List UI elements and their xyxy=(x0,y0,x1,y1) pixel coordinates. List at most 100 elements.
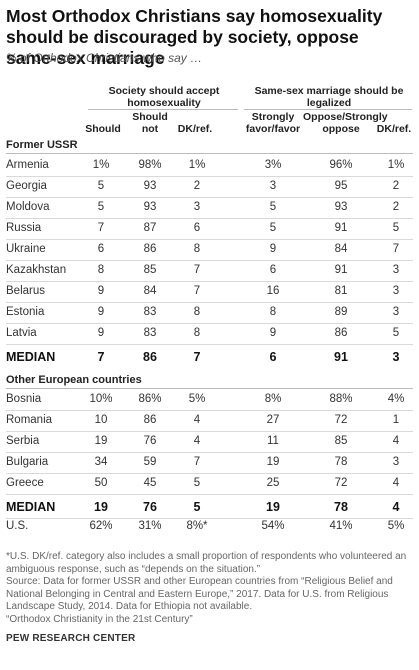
table-row: Bulgaria 34 59 7 19 78 3 xyxy=(6,452,413,474)
table-cell: 5 xyxy=(269,222,277,234)
table-cell: 5 xyxy=(392,222,400,234)
table-cell: 7 xyxy=(193,285,201,297)
table-cell: 3 xyxy=(392,350,400,364)
table-cell: 83 xyxy=(143,327,157,339)
report-title: “Orthodox Christianity in the 21st Centu… xyxy=(6,614,193,625)
table-cell: 4% xyxy=(387,393,405,405)
table-cell: 2 xyxy=(193,180,201,192)
table-cell: 9 xyxy=(97,327,105,339)
table-cell: 9 xyxy=(97,306,105,318)
table-cell: 4 xyxy=(193,435,201,447)
row-label: MEDIAN xyxy=(6,350,56,364)
table-cell: 7 xyxy=(193,264,201,276)
table-cell: 5 xyxy=(269,201,277,213)
table-cell: 11 xyxy=(267,435,279,447)
table-cell: 6 xyxy=(97,243,105,255)
table-cell: 59 xyxy=(143,456,157,468)
table-cell: 98% xyxy=(138,159,162,171)
pew-research-center-logo: PEW RESEARCH CENTER xyxy=(6,633,136,644)
table-row: Ukraine 6 86 8 9 84 7 xyxy=(6,239,413,261)
table-cell: 91 xyxy=(334,222,348,234)
table-row: Bosnia 10% 86% 5% 8% 88% 4% xyxy=(6,389,413,411)
table-row: Russia 7 87 6 5 91 5 xyxy=(6,218,413,240)
table-cell: 3 xyxy=(392,264,400,276)
table-row: Moldova 5 93 3 5 93 2 xyxy=(6,197,413,219)
chart-subtitle: % of Orthodox Christians who say … xyxy=(6,51,203,65)
table-cell: 86 xyxy=(143,350,157,364)
table-cell: 4 xyxy=(392,477,400,489)
table-cell: 5 xyxy=(97,180,105,192)
table-cell: 8 xyxy=(193,327,201,339)
table-cell: 1% xyxy=(387,159,405,171)
group-underline-marriage xyxy=(244,109,412,110)
table-cell: 5 xyxy=(193,477,201,489)
table-cell: 88% xyxy=(329,393,353,405)
table-cell: 7 xyxy=(392,243,400,255)
row-label: Belarus xyxy=(6,285,45,297)
row-label: Georgia xyxy=(6,180,47,192)
table-cell: 96% xyxy=(329,159,353,171)
table-cell: 3 xyxy=(392,306,400,318)
table-cell: 93 xyxy=(143,201,157,213)
table-cell: 6 xyxy=(269,350,277,364)
row-label: MEDIAN xyxy=(6,500,56,514)
table-cell: 10% xyxy=(89,393,113,405)
table-cell: 3 xyxy=(392,456,400,468)
table-cell: 8 xyxy=(193,243,201,255)
row-label: Latvia xyxy=(6,327,37,339)
table-cell: 81 xyxy=(334,285,348,297)
table-cell: 9 xyxy=(269,243,277,255)
table-cell: 5% xyxy=(188,393,206,405)
median-row: MEDIAN 7 86 7 6 91 3 xyxy=(6,347,413,368)
table-cell: 72 xyxy=(334,477,348,489)
table-cell: 16 xyxy=(266,285,280,297)
section-divider xyxy=(6,153,413,154)
section-former-ussr: Former USSR xyxy=(6,139,78,151)
table-cell: 27 xyxy=(266,414,280,426)
table-cell: 4 xyxy=(193,414,201,426)
row-label: Bosnia xyxy=(6,393,42,405)
table-cell: 8 xyxy=(269,306,277,318)
table-cell: 3% xyxy=(264,159,282,171)
col-head-dk-marriage: DK/ref. xyxy=(376,123,412,135)
table-row: Armenia 1% 98% 1% 3% 96% 1% xyxy=(6,155,413,177)
table-cell: 19 xyxy=(266,500,280,514)
table-cell: 7 xyxy=(193,456,201,468)
table-cell: 89 xyxy=(334,306,348,318)
table-row: Estonia 9 83 8 8 89 3 xyxy=(6,302,413,324)
table-cell: 76 xyxy=(143,500,157,514)
table-cell: 4 xyxy=(392,435,400,447)
table-cell: 25 xyxy=(266,477,280,489)
group-head-accept: Society should accept homosexuality xyxy=(108,85,220,109)
table-cell: 86 xyxy=(143,414,157,426)
table-cell: 31% xyxy=(138,520,162,532)
section-divider xyxy=(6,388,413,389)
table-cell: 54% xyxy=(261,520,285,532)
col-head-oppose: Oppose/Strongly oppose xyxy=(303,111,388,135)
source-note: Source: Data for former USSR and other E… xyxy=(6,576,393,612)
us-row: U.S. 62% 31% 8%* 54% 41% 5% xyxy=(6,516,413,537)
row-label: Bulgaria xyxy=(6,456,49,468)
table-cell: 76 xyxy=(143,435,157,447)
table-cell: 1% xyxy=(188,159,206,171)
table-cell: 8%* xyxy=(186,520,208,532)
table-cell: 84 xyxy=(334,243,348,255)
table-cell: 3 xyxy=(269,180,277,192)
table-cell: 6 xyxy=(193,222,201,234)
table-cell: 45 xyxy=(143,477,157,489)
row-label: Estonia xyxy=(6,306,45,318)
table-cell: 62% xyxy=(89,520,113,532)
table-cell: 10 xyxy=(94,414,108,426)
table-cell: 72 xyxy=(334,414,348,426)
col-head-should-not: Should not xyxy=(132,111,168,135)
table-cell: 3 xyxy=(392,285,400,297)
footnote-us-dk: *U.S. DK/ref. category also includes a s… xyxy=(6,551,407,575)
table-cell: 78 xyxy=(334,500,348,514)
row-label: Greece xyxy=(6,477,44,489)
col-head-dk-accept: DK/ref. xyxy=(177,123,213,135)
section-other-europe: Other European countries xyxy=(6,374,142,386)
table-cell: 2 xyxy=(392,180,400,192)
col-head-favor: Strongly favor/favor xyxy=(245,111,301,135)
table-cell: 41% xyxy=(329,520,353,532)
table-cell: 85 xyxy=(334,435,348,447)
